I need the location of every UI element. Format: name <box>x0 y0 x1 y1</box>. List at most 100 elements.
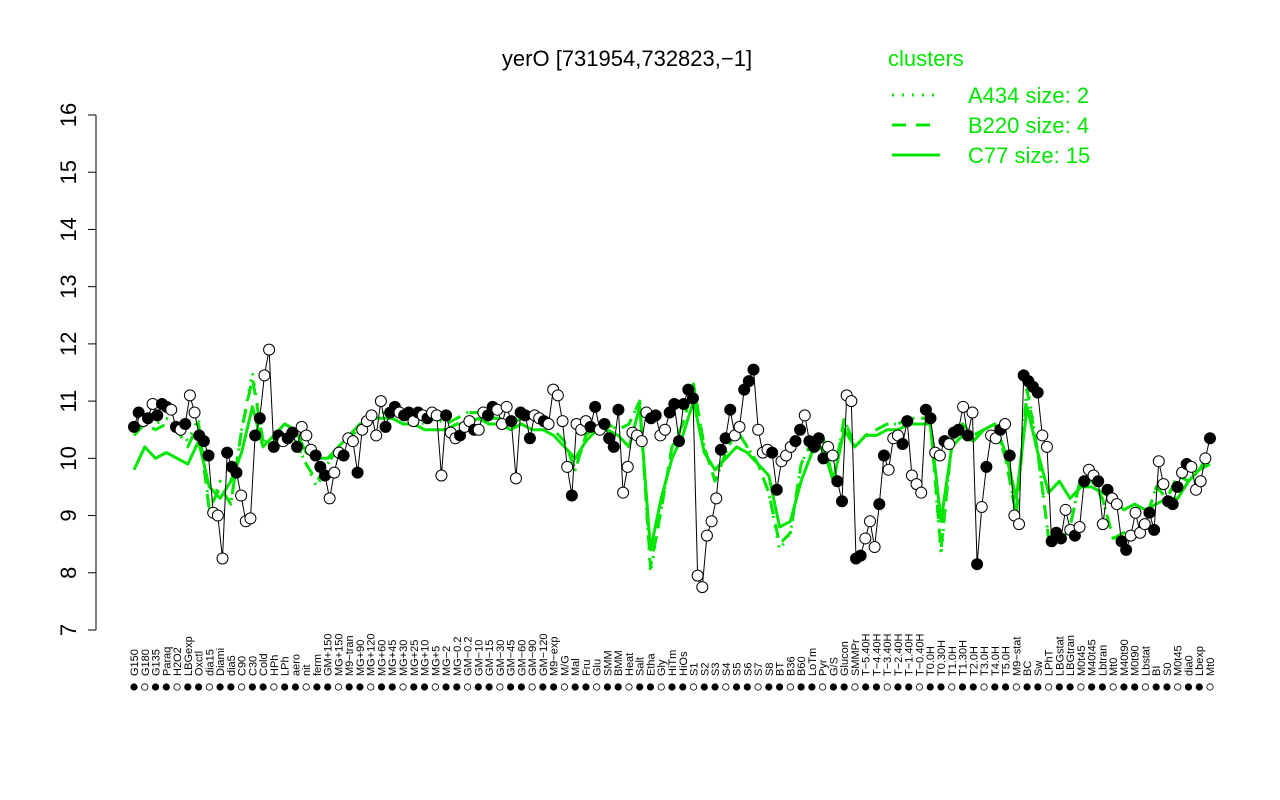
x-tick-marker <box>711 683 719 691</box>
x-tick-marker <box>668 683 676 691</box>
data-point <box>1040 440 1053 453</box>
x-tick-label: LBGexp <box>183 636 195 676</box>
data-point <box>752 423 765 436</box>
x-tick-marker <box>657 683 665 691</box>
x-tick-label: LoTm <box>807 648 819 676</box>
data-point <box>980 460 993 473</box>
x-tick-label: Mal <box>570 658 582 676</box>
data-point <box>621 460 634 473</box>
x-tick-marker <box>399 683 407 691</box>
data-point <box>346 435 359 448</box>
x-tick-marker <box>603 683 612 691</box>
x-tick-marker <box>517 683 525 691</box>
data-point <box>966 406 979 419</box>
data-point <box>607 440 620 453</box>
x-tick-marker <box>528 683 536 691</box>
x-tick-label: Gly <box>656 659 668 676</box>
x-tick-label: Etha <box>645 652 657 676</box>
data-point <box>230 466 243 479</box>
x-tick-marker <box>1088 683 1096 691</box>
x-tick-marker <box>194 683 203 691</box>
x-tick-marker <box>162 683 170 691</box>
data-point <box>1143 506 1156 519</box>
x-tick-marker <box>625 683 633 691</box>
data-point <box>705 515 718 528</box>
x-tick-label: T2.0H <box>968 646 980 676</box>
x-tick-marker <box>1055 683 1063 691</box>
x-tick-label: MG−0.2 <box>452 637 464 676</box>
x-tick-marker <box>324 683 332 691</box>
data-point <box>789 435 802 448</box>
x-tick-marker <box>775 683 784 691</box>
data-point <box>165 403 178 416</box>
data-point <box>249 429 262 442</box>
x-tick-label: S5 <box>732 663 744 676</box>
data-point <box>365 409 378 422</box>
data-point <box>221 446 234 459</box>
x-tick-label: Diami <box>215 648 227 676</box>
data-point <box>291 440 304 453</box>
x-tick-marker <box>420 683 429 691</box>
x-tick-marker <box>1184 683 1193 691</box>
x-tick-marker <box>926 683 934 691</box>
data-point <box>901 415 914 428</box>
x-tick-label: dia5 <box>226 655 238 676</box>
x-tick-marker <box>689 683 698 691</box>
data-point <box>244 512 257 525</box>
y-tick-label: 9 <box>56 509 81 521</box>
x-tick-marker <box>614 683 622 691</box>
data-point <box>1148 523 1161 536</box>
data-point <box>300 429 313 442</box>
x-tick-label: GM+150 <box>323 634 335 677</box>
data-point <box>700 529 713 542</box>
data-point <box>961 429 974 442</box>
x-tick-marker <box>474 683 482 691</box>
data-point <box>873 498 886 511</box>
x-tick-label: Pyr <box>818 659 830 676</box>
x-tick-label: Paraq <box>161 647 173 676</box>
x-tick-label: G180 <box>140 649 152 676</box>
x-tick-label: BI <box>1151 666 1163 676</box>
x-tick-label: GM−45 <box>506 640 518 676</box>
x-tick-label: MG+90 <box>355 640 367 676</box>
x-tick-marker <box>700 683 708 691</box>
x-tick-marker <box>550 683 558 691</box>
data-point <box>523 432 536 445</box>
data-point <box>915 486 928 499</box>
x-tick-label: Lbtran <box>1097 645 1109 676</box>
x-tick-marker <box>732 683 741 691</box>
x-tick-label: T5.0H <box>1001 646 1013 676</box>
x-tick-marker <box>905 683 913 691</box>
x-tick-marker <box>948 683 956 691</box>
y-tick-label: 8 <box>56 567 81 579</box>
x-tick-marker <box>141 683 149 691</box>
x-tick-label: MG+30 <box>398 640 410 676</box>
data-points <box>128 343 1216 594</box>
data-point <box>309 449 322 462</box>
x-tick-label: MG+120 <box>366 634 378 677</box>
x-tick-label: Cold <box>258 653 270 676</box>
x-tick-label: LPh <box>280 656 292 676</box>
x-tick-label: Lbexp <box>1194 646 1206 676</box>
data-point <box>472 423 485 436</box>
x-tick-label: M9−tran <box>344 635 356 676</box>
x-tick-marker <box>313 683 321 691</box>
x-tick-marker <box>377 683 386 691</box>
x-tick-label: GM−60 <box>516 640 528 676</box>
x-tick-label: Lbstat <box>1140 646 1152 676</box>
x-tick-label: BMM <box>613 650 625 676</box>
data-point <box>854 549 867 562</box>
data-point <box>351 466 364 479</box>
x-tick-label: M40t45 <box>1087 639 1099 676</box>
data-point <box>691 569 704 582</box>
x-tick-marker <box>819 683 827 691</box>
x-tick-marker <box>571 683 579 691</box>
x-tick-label: MG+45 <box>387 640 399 676</box>
x-tick-label: dia0 <box>1183 655 1195 676</box>
x-tick-label: MG+60 <box>376 640 388 676</box>
data-point <box>896 438 909 451</box>
data-point <box>197 435 210 448</box>
data-point <box>649 409 662 422</box>
x-tick-marker <box>883 683 891 691</box>
x-tick-marker <box>582 683 590 691</box>
